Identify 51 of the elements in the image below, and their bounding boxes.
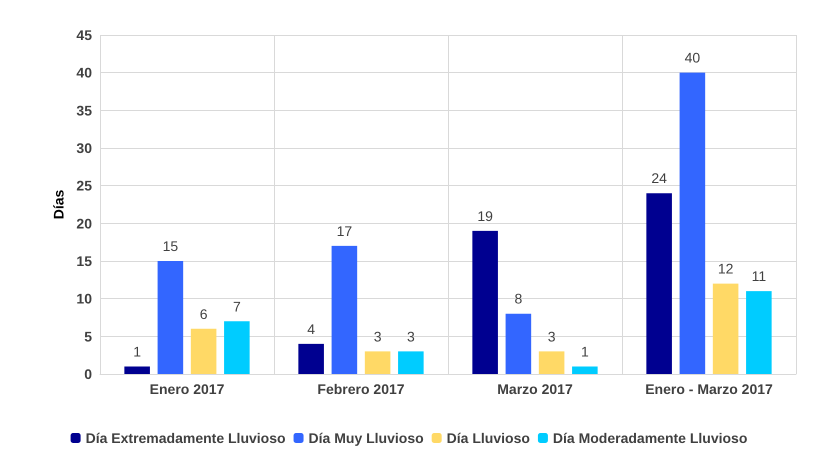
y-tick-label: 0 bbox=[84, 366, 92, 382]
legend-label: Día Muy Lluvioso bbox=[308, 430, 424, 446]
bar bbox=[506, 314, 532, 374]
bar bbox=[646, 193, 672, 374]
y-tick-label: 5 bbox=[84, 328, 92, 344]
y-tick-label: 30 bbox=[76, 140, 92, 156]
x-tick-label: Marzo 2017 bbox=[497, 381, 573, 397]
bar bbox=[224, 321, 250, 374]
y-tick-label: 25 bbox=[76, 178, 92, 194]
y-tick-label: 40 bbox=[76, 64, 92, 81]
data-label: 3 bbox=[406, 328, 415, 344]
x-tick-label: Enero 2017 bbox=[150, 381, 225, 397]
data-label: 17 bbox=[336, 222, 352, 239]
y-tick-label: 45 bbox=[76, 27, 92, 43]
bar bbox=[158, 261, 184, 374]
data-label: 3 bbox=[548, 328, 556, 344]
x-tick-label: Febrero 2017 bbox=[317, 381, 405, 397]
bar bbox=[124, 366, 150, 374]
data-label: 15 bbox=[162, 238, 178, 254]
data-label: 4 bbox=[307, 320, 316, 337]
legend-label: Día Lluvioso bbox=[446, 430, 530, 446]
data-label: 7 bbox=[232, 298, 241, 314]
bar bbox=[364, 351, 390, 374]
data-label: 1 bbox=[580, 343, 589, 360]
bar bbox=[680, 72, 706, 374]
data-label: 12 bbox=[718, 260, 734, 277]
bar bbox=[572, 366, 598, 374]
bar bbox=[332, 246, 358, 374]
bar bbox=[712, 284, 738, 374]
data-label: 1 bbox=[133, 343, 142, 360]
data-label: 8 bbox=[514, 290, 522, 307]
data-label: 3 bbox=[374, 328, 382, 344]
y-axis-title: Días bbox=[50, 190, 67, 220]
data-label: 6 bbox=[200, 306, 208, 322]
bar bbox=[472, 230, 498, 374]
legend-label: Día Extremadamente Lluvioso bbox=[86, 430, 286, 446]
data-label: 11 bbox=[752, 268, 766, 284]
y-tick-label: 15 bbox=[76, 253, 92, 269]
bar bbox=[538, 351, 564, 374]
data-label: 40 bbox=[684, 50, 700, 66]
bar bbox=[298, 344, 324, 374]
y-tick-label: 35 bbox=[76, 102, 92, 118]
bar bbox=[190, 328, 216, 374]
data-label: 24 bbox=[651, 170, 668, 186]
y-tick-label: 20 bbox=[76, 215, 92, 232]
legend-label: Día Moderadamente Lluvioso bbox=[552, 430, 748, 446]
x-tick-label: Enero - Marzo 2017 bbox=[645, 381, 774, 397]
data-label: 19 bbox=[477, 208, 494, 224]
y-tick-label: 10 bbox=[76, 290, 92, 307]
bar bbox=[398, 351, 424, 374]
bar bbox=[746, 291, 772, 374]
